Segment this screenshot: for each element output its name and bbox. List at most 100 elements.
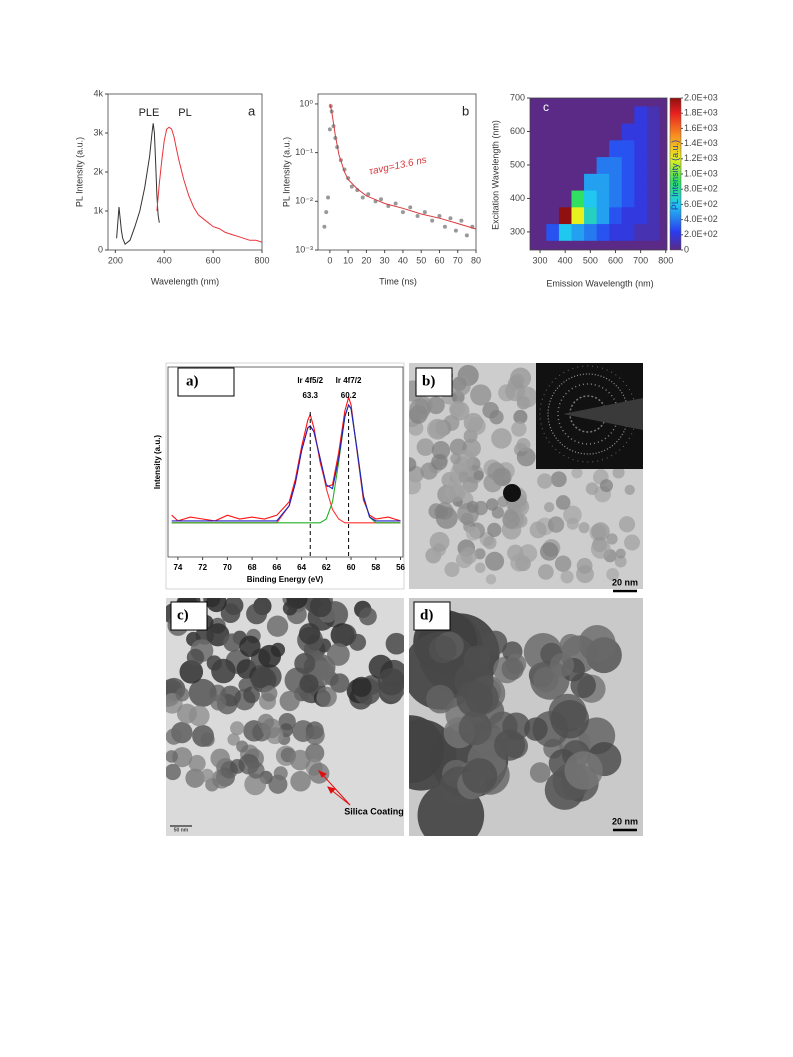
heatmap-cell [584,139,598,158]
x-tick-label: 64 [297,563,306,572]
particle [308,762,330,784]
particle [529,762,551,783]
particle [470,384,492,406]
data-point [415,213,420,218]
x-tick-label: 700 [633,255,648,265]
panel-label-box [413,601,451,631]
x-tick-label: 70 [453,255,463,265]
particle [429,531,450,552]
heatmap-cell [558,156,572,174]
particle [329,673,350,693]
particle [614,555,627,568]
heatmap-cell [634,190,648,208]
chart: 0 2.0E+02 4.0E+02 6.0E+02 8.0E+02 1.0E+03 1.2E… [490,92,717,288]
particle [200,732,215,747]
peak-value: 60.2 [341,391,357,400]
plot-area [530,98,667,250]
x-tick-label: 400 [558,255,573,265]
particle [166,728,183,745]
heatmap-cell [634,223,648,241]
particle [185,768,205,788]
colorbar-label: PL Intensity (a.u.) [670,140,680,210]
particle [537,473,553,489]
y-tick-label: 1k [93,205,103,215]
heatmap-cell [546,223,560,241]
y-tick-label: 0 [98,244,103,254]
particle [457,449,475,468]
tem-image [166,598,404,836]
particle [560,570,574,584]
particle [409,476,422,495]
heatmap-cell [621,206,635,225]
particle [516,437,531,452]
particle [206,655,222,671]
data-line [171,403,401,522]
particle [462,758,498,794]
particle [230,721,245,736]
x-tick-label: 56 [396,563,405,572]
heatmap-cell [621,123,635,141]
data-point [400,210,405,215]
data-line [329,103,476,230]
x-axis-title: Binding Energy (eV) [247,575,324,584]
plot-frame [167,366,404,558]
heatmap-cell [533,123,547,141]
x-tick-label: 0 [327,255,332,265]
particle [585,482,599,495]
particle [243,686,260,704]
beam-stop [563,398,643,430]
y-tick-label: 700 [510,92,525,102]
heatmap-cell [596,123,610,141]
series-label: PLE [139,107,160,119]
panel-label-box [415,367,453,397]
particle [246,603,268,625]
y-tick-label: 400 [510,193,525,203]
x-tick-label: 60 [347,563,356,572]
particle [475,562,486,573]
heatmap-cell [546,173,560,191]
heatmap-cell [621,223,635,241]
particle [200,768,214,783]
heatmap-cell [558,106,572,124]
heatmap-cell [533,190,547,208]
particle [467,416,486,436]
heatmap-cell [659,223,667,241]
panel-border [165,362,405,590]
particle [188,705,210,727]
y-tick-label: 2k [93,166,103,176]
heatmap-cell [571,206,585,225]
x-tick-label: 200 [108,255,123,265]
heatmap-cell [533,173,547,191]
particle [591,522,610,541]
x-tick-label: 300 [533,255,548,265]
particle [458,471,470,483]
x-tick-label: 62 [322,563,331,572]
particle [258,644,282,668]
colorbar-tick-label: 2.0E+03 [684,92,718,102]
particle [239,635,261,657]
heatmap-cell [659,156,667,174]
particle [570,672,596,699]
colorbar-tick-label: 1.2E+03 [684,153,718,163]
heatmap-cell [533,206,547,225]
data-point [459,218,464,223]
heatmap-cell [546,190,560,208]
particle [409,715,444,784]
particle [351,676,372,697]
particle [385,632,404,655]
y-axis-title: PL Intensity (a.u.) [74,137,84,207]
heatmap-cell [558,123,572,141]
chart: 74 72 70 68 66 64 62 60 58 56 Binding Energy (eV) I… [153,366,406,584]
x-tick-label: 80 [471,255,481,265]
plot-frame [317,93,477,251]
data-point [437,213,442,218]
chart: 0 10 20 30 40 50 60 70 80 10⁻³ 10⁻² 10⁻¹ 10⁰ Time (ns… [281,93,481,286]
x-tick-label: 68 [248,563,257,572]
particle [516,386,538,408]
heatmap-cell [659,106,667,124]
x-tick-label: 10 [343,255,353,265]
particle [409,457,417,472]
heatmap-cell [609,206,623,225]
